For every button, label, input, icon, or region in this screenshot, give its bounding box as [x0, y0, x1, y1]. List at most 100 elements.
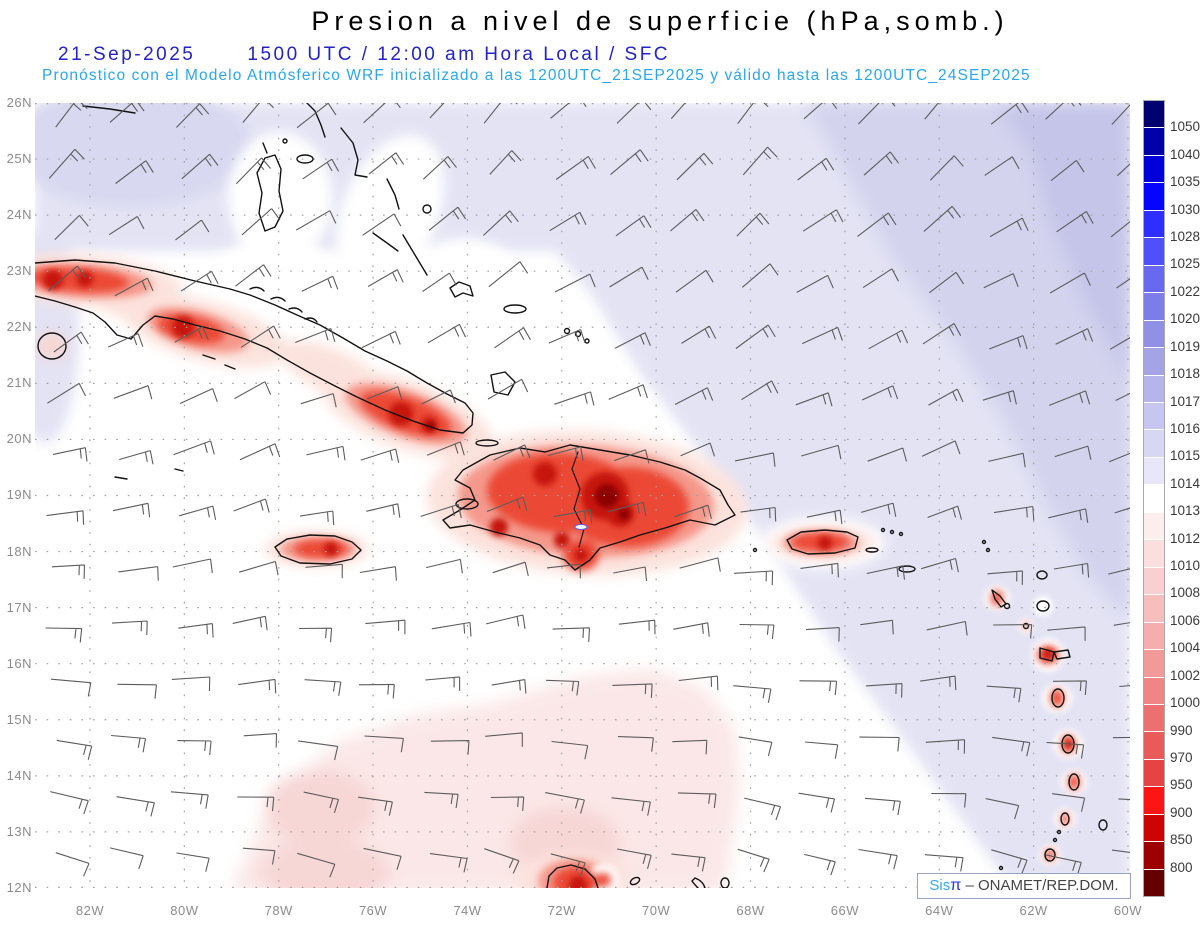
wind-barb [681, 325, 717, 344]
wind-barb [243, 733, 278, 748]
colorbar-cell [1144, 210, 1164, 239]
wind-barb [925, 739, 966, 754]
wind-barb [367, 269, 404, 287]
wind-barb [926, 620, 968, 636]
colorbar-cell [1144, 430, 1164, 458]
lon-tick-label: 76W [358, 903, 388, 918]
wind-barb [609, 266, 649, 288]
colorbar-cell [1144, 787, 1164, 815]
hispaniola-coast [442, 444, 736, 571]
colorbar-cell [1144, 759, 1164, 788]
wind-barb [240, 325, 281, 348]
colorbar-tick-label: 1035 [1170, 174, 1200, 190]
wind-barb [46, 510, 85, 525]
colorbar-tick-label: 1019 [1170, 338, 1200, 354]
wind-barb [610, 149, 649, 176]
colorbar-tick-label: 800 [1170, 859, 1193, 875]
wind-barb [863, 151, 900, 176]
wind-barb [485, 614, 526, 629]
wind-barb [555, 155, 596, 180]
wind-barb [302, 158, 340, 180]
guadeloupe [1039, 647, 1071, 662]
wind-barb [608, 384, 648, 400]
pressure-colorbar [1143, 100, 1165, 897]
wind-barb [119, 450, 154, 465]
wind-barb [862, 268, 899, 289]
wind-barb [108, 216, 145, 236]
wind-barb [233, 498, 270, 513]
lon-tick-label: 66W [830, 903, 859, 918]
wind-barb [1056, 210, 1094, 233]
wind-barb [115, 160, 154, 184]
wind-barb [799, 680, 838, 696]
jamaica-coast [274, 534, 362, 565]
colorbar-cell [1144, 814, 1164, 843]
long-island [402, 234, 428, 276]
wind-barb [47, 265, 86, 292]
wind-barb [180, 270, 219, 292]
aruba [629, 876, 641, 886]
wind-barb [47, 382, 86, 404]
wind-barb [430, 740, 470, 755]
colorbar-tick-label: 1013 [1170, 503, 1200, 519]
wind-barb [612, 683, 653, 698]
turks-caicos-2 [574, 330, 582, 338]
colorbar-cell [1144, 650, 1164, 678]
attribution-box: Sisπ – ONAMET/REP.DOM. [917, 873, 1131, 899]
colorbar-cell [1144, 512, 1164, 541]
lon-tick-label: 80W [170, 903, 199, 918]
lon-tick-label: 62W [1019, 903, 1048, 918]
wind-barb [237, 796, 275, 812]
wind-barb [235, 264, 272, 287]
wind-barb [987, 570, 1023, 585]
lon-tick-label: 78W [264, 903, 293, 918]
wind-barb [1048, 390, 1091, 406]
lat-tick-label: 14N [6, 767, 32, 783]
colorbar-cell [1144, 457, 1164, 486]
antigua [1036, 600, 1050, 612]
berry-islands [282, 138, 288, 144]
vieques-island [865, 547, 879, 553]
wind-barb [801, 444, 842, 460]
cuba-cays [202, 286, 318, 370]
forecast-model-line: Pronóstico con el Modelo Atmósferico WRF… [42, 67, 1031, 84]
wind-barb [614, 449, 650, 464]
wind-barb [795, 392, 833, 407]
colorbar-tick-label: 970 [1170, 749, 1193, 765]
colorbar-cell [1144, 293, 1164, 321]
virgin-islands-3 [898, 531, 904, 537]
colorbar-cell [1144, 183, 1164, 211]
wind-barb [805, 627, 840, 642]
wind-barb [859, 736, 900, 752]
barbuda [1036, 570, 1048, 580]
date-time-line: 21-Sep-2025 1500 UTC / 12:00 am Hora Loca… [58, 44, 670, 66]
montserrat [1022, 622, 1030, 630]
gonave-island [455, 498, 479, 510]
nevis [1003, 602, 1011, 610]
wind-barb [864, 797, 901, 816]
colorbar-tick-label: 850 [1170, 832, 1193, 848]
colorbar-tick-label: 1000 [1170, 695, 1200, 711]
colorbar-tick-label: 1025 [1170, 256, 1200, 272]
colorbar-cell [1144, 128, 1164, 156]
cat-island [386, 178, 400, 210]
wind-barb [489, 150, 522, 175]
wind-barb [921, 557, 959, 573]
colorbar-cell [1144, 375, 1164, 403]
wind-barb [482, 210, 519, 236]
exuma-chain [372, 232, 399, 252]
virgin-islands-1 [880, 527, 886, 533]
colorbar-tick-label: 990 [1170, 722, 1193, 738]
wind-barb [296, 102, 337, 129]
colorbar-cell [1144, 348, 1164, 376]
brand-pi-icon: π [950, 877, 962, 894]
lake-enriquillo [574, 524, 588, 530]
turks-caicos-1 [563, 327, 571, 335]
san-salvador [422, 204, 432, 214]
wind-barb [359, 566, 397, 581]
wind-barb [742, 146, 778, 176]
wind-barb [425, 676, 461, 691]
wind-barb [741, 380, 779, 401]
wind-barb [992, 736, 1031, 757]
